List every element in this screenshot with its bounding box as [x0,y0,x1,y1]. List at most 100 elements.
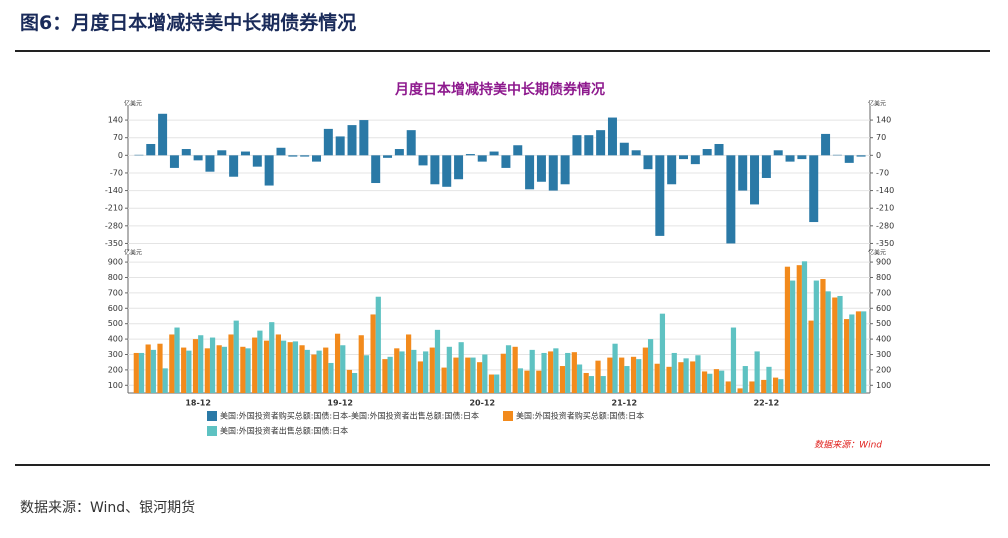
y-tick-label: 140 [108,116,123,125]
bar [429,347,435,393]
bar [784,266,791,393]
bar [809,155,819,223]
x-tick-label: 19-12 [327,399,353,408]
bar [583,372,589,393]
bar [832,154,842,156]
bar [536,155,546,182]
bar [796,265,802,393]
page-title: 图6：月度日本增减持美中长期债券情况 [20,12,357,34]
legend-label: 美国:外国投资者出售总额:国债:日本 [220,426,348,436]
bar [671,352,677,393]
bar [323,347,329,393]
bar [778,379,784,393]
bar [441,367,447,393]
bar [655,155,665,236]
bar [488,374,495,393]
y-tick-label: 800 [108,273,123,282]
bar [387,356,393,393]
bar [844,319,850,393]
bar [169,334,175,393]
bar [252,155,262,167]
bar [654,363,660,393]
bar [146,143,156,156]
bar [417,361,424,393]
bar [832,297,838,393]
bar [666,366,672,393]
bar [695,355,701,393]
bar [430,155,440,185]
bar [446,346,452,393]
bar [565,352,571,393]
bar [465,357,471,393]
chart-source: 数据来源：Wind [814,440,882,451]
bar [512,346,518,393]
bar [647,339,654,393]
y-tick-label: 0 [118,151,123,160]
bar [849,314,855,393]
unit-label: 亿美元 [868,100,886,108]
y-tick-label: 100 [876,381,891,390]
bar [162,368,168,393]
bar [500,353,506,393]
bar [304,349,310,393]
unit-label: 亿美元 [868,249,886,257]
bar [371,155,381,184]
y-tick-label: 500 [108,319,123,328]
x-tick-label: 20-12 [469,399,495,408]
bar [358,335,364,393]
unit-label: 亿美元 [124,249,142,257]
bar [470,357,476,393]
bar [288,155,298,157]
y-tick-label: -140 [876,186,894,195]
bar [269,322,275,393]
bar [643,155,653,170]
bar [813,280,819,393]
bar [454,155,464,180]
bar [352,372,358,393]
bar [524,370,530,393]
y-tick-label: -140 [105,186,123,195]
bar [707,373,713,393]
bar [169,155,179,168]
y-tick-label: -280 [105,221,123,230]
bar [442,155,452,187]
bar [340,345,346,393]
bar [719,370,725,393]
y-tick-label: 400 [108,335,123,344]
bar [370,314,376,393]
bar [240,151,250,156]
bar [612,343,618,393]
bar [529,349,535,393]
bar [553,348,559,393]
bar [150,349,156,393]
y-tick-label: -70 [876,168,889,177]
bar [346,369,353,393]
bar [174,327,180,393]
bar [738,155,748,191]
y-tick-label: 900 [876,258,891,267]
bar [312,155,321,162]
y-tick-label: 100 [108,381,123,390]
bar [701,371,708,393]
bar [411,349,417,393]
bar [559,366,566,393]
legend-label: 美国:外国投资者购买总额:国债:日本 [516,411,644,421]
bar [133,352,139,393]
y-tick-label: 200 [876,365,891,374]
bar [138,352,145,393]
bar [560,155,570,185]
y-tick-label: 0 [876,151,881,160]
legend-swatch [207,426,217,436]
bar [742,366,748,393]
unit-label: 亿美元 [124,100,142,108]
bar [595,360,601,393]
bar [477,362,483,393]
bar [541,352,547,393]
bar [548,351,554,393]
bar [394,149,404,156]
bar [630,356,637,393]
y-tick-label: 900 [108,258,123,267]
bottom-rule [15,464,990,466]
